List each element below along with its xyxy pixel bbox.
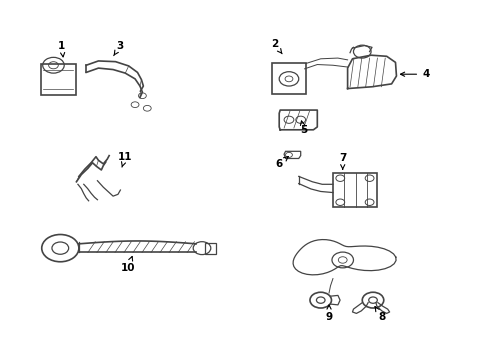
Bar <box>41 64 76 95</box>
Text: 1: 1 <box>58 41 65 57</box>
Text: 6: 6 <box>275 157 288 169</box>
Text: 11: 11 <box>118 152 132 167</box>
Bar <box>272 63 306 94</box>
Text: 9: 9 <box>325 305 333 322</box>
Text: 3: 3 <box>114 41 124 56</box>
Bar <box>333 173 377 207</box>
Text: 2: 2 <box>270 39 282 54</box>
Text: 8: 8 <box>375 307 386 322</box>
Bar <box>205 243 216 253</box>
Text: 4: 4 <box>400 69 429 79</box>
Text: 7: 7 <box>339 153 346 169</box>
Text: 10: 10 <box>121 256 135 273</box>
Text: 5: 5 <box>300 121 307 135</box>
